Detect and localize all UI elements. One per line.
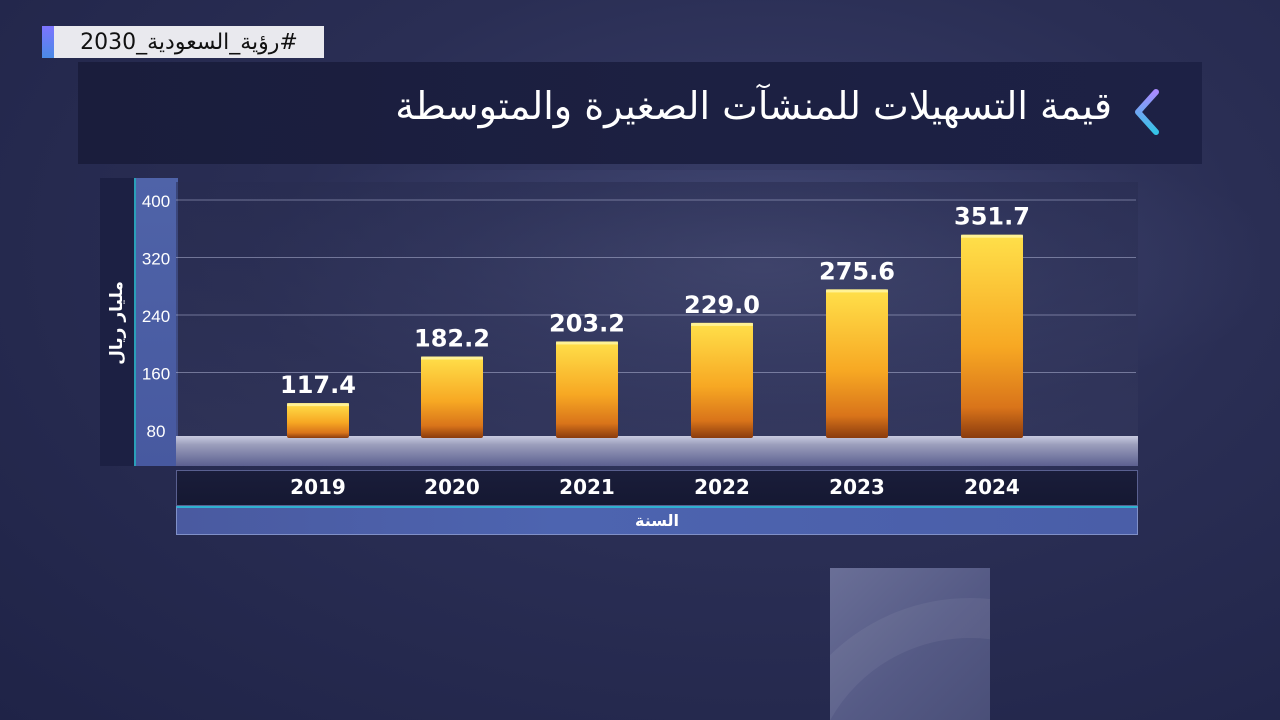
hashtag-text: #رؤية_السعودية_2030	[80, 29, 298, 55]
chart-floor	[176, 436, 1138, 466]
y-tick-label: 400	[142, 192, 170, 211]
y-tick-label: 320	[142, 250, 170, 269]
x-tick-label: 2022	[694, 475, 750, 499]
background-decor-square	[830, 568, 990, 720]
x-tick-label: 2024	[964, 475, 1020, 499]
y-axis-title-panel: مليار ريال	[100, 178, 134, 466]
y-axis-panel	[134, 178, 178, 466]
chart-svg: 80 160 240 320 400 117.4 2019 182.2 2020 203.2 202…	[142, 192, 1136, 499]
x-axis-title: السنة	[176, 506, 1138, 535]
y-tick-label: 80	[147, 422, 166, 441]
title-bar: قيمة التسهيلات للمنشآت الصغيرة والمتوسطة	[78, 62, 1202, 164]
hashtag-accent	[42, 26, 54, 58]
data-label: 182.2	[414, 325, 490, 353]
bar	[287, 403, 349, 438]
bar-highlight	[961, 234, 1023, 238]
data-label: 203.2	[549, 309, 625, 337]
bar-highlight	[826, 289, 888, 293]
chart-title: قيمة التسهيلات للمنشآت الصغيرة والمتوسطة	[395, 84, 1112, 128]
data-label: 229.0	[684, 291, 760, 319]
data-label: 275.6	[819, 257, 895, 285]
data-label: 351.7	[954, 203, 1030, 231]
bar-highlight	[691, 322, 753, 326]
bar	[691, 322, 753, 438]
x-tick-label: 2020	[424, 475, 480, 499]
x-axis-panel	[176, 470, 1138, 506]
y-tick-label: 160	[142, 365, 170, 384]
bar	[421, 356, 483, 438]
bar-highlight	[287, 403, 349, 407]
data-label: 117.4	[280, 371, 356, 399]
x-tick-label: 2021	[559, 475, 615, 499]
bar	[961, 234, 1023, 438]
y-tick-label: 240	[142, 307, 170, 326]
hashtag-badge: #رؤية_السعودية_2030	[42, 26, 324, 58]
x-tick-label: 2019	[290, 475, 346, 499]
bar	[826, 289, 888, 438]
bar-highlight	[556, 341, 618, 345]
bar-chart: مليار ريال السنة 80 160 240 320 400 117.4 2019…	[100, 178, 1140, 536]
bar-highlight	[421, 356, 483, 360]
chevron-left-icon	[1135, 89, 1159, 135]
bar	[556, 341, 618, 438]
x-tick-label: 2023	[829, 475, 885, 499]
